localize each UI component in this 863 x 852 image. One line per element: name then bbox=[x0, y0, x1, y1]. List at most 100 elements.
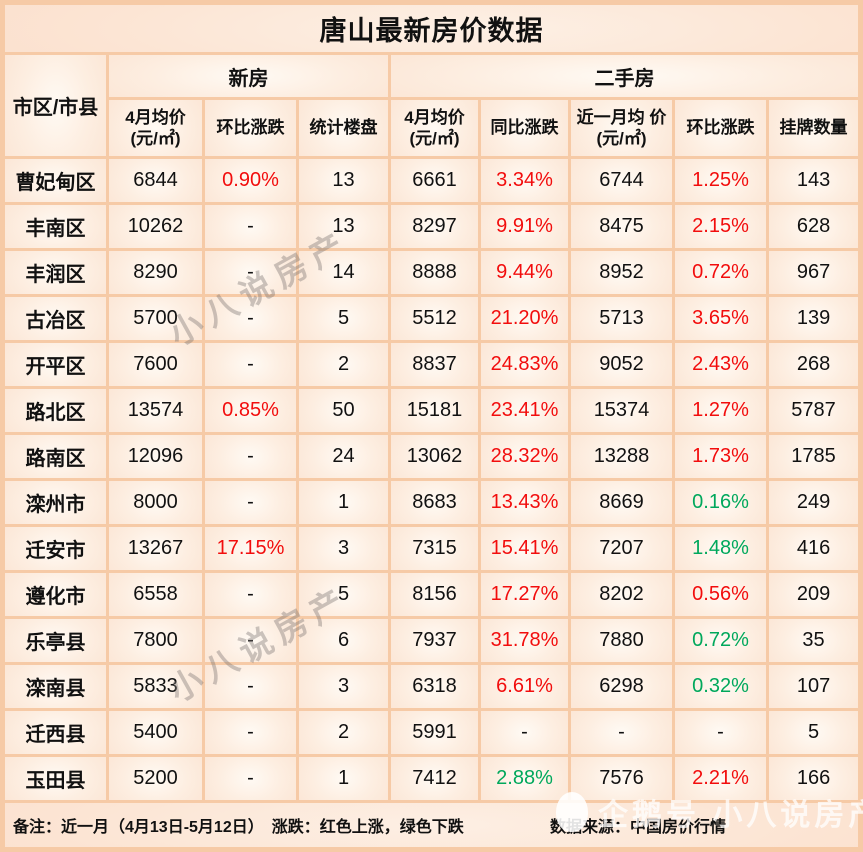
data-cell: 9.44% bbox=[481, 251, 568, 294]
data-cell: - bbox=[675, 711, 766, 754]
region-cell: 滦州市 bbox=[5, 481, 106, 524]
table-row: 滦州市 8000-1 8683 13.43% 8669 0.16% 249 bbox=[5, 481, 859, 524]
data-cell: 0.16% bbox=[675, 481, 766, 524]
data-cell: 0.90% bbox=[205, 159, 296, 202]
data-cell: - bbox=[205, 665, 296, 708]
data-cell: 31.78% bbox=[481, 619, 568, 662]
data-cell: 107 bbox=[769, 665, 859, 708]
table-row: 开平区 7600-2 8837 24.83% 9052 2.43% 268 bbox=[5, 343, 859, 386]
data-cell: 0.72% bbox=[675, 619, 766, 662]
data-cell: 0.85% bbox=[205, 389, 296, 432]
data-cell: - bbox=[205, 251, 296, 294]
data-cell: 17.15% bbox=[205, 527, 296, 570]
data-cell: 5 bbox=[769, 711, 859, 754]
data-cell: 23.41% bbox=[481, 389, 568, 432]
data-cell: 8952 bbox=[571, 251, 672, 294]
region-cell: 丰润区 bbox=[5, 251, 106, 294]
data-cell: 13574 bbox=[109, 389, 202, 432]
region-cell: 滦南县 bbox=[5, 665, 106, 708]
new-house-group-header: 新房 bbox=[109, 55, 388, 97]
footer-bar: 备注：近一月（4月13日-5月12日） 涨跌：红色上涨，绿色下跌 数据来源：中国… bbox=[5, 803, 859, 847]
col-header-yoy-change: 同比涨跌 bbox=[481, 100, 568, 156]
region-cell: 乐亭县 bbox=[5, 619, 106, 662]
data-cell: 7412 bbox=[391, 757, 478, 800]
data-cell: - bbox=[571, 711, 672, 754]
table-row: 滦南县 5833-3 6318 6.61% 6298 0.32% 107 bbox=[5, 665, 859, 708]
data-cell: 1.27% bbox=[675, 389, 766, 432]
data-cell: 2.88% bbox=[481, 757, 568, 800]
data-cell: 2.21% bbox=[675, 757, 766, 800]
data-cell: 1.73% bbox=[675, 435, 766, 478]
data-cell: 268 bbox=[769, 343, 859, 386]
data-cell: - bbox=[205, 711, 296, 754]
data-cell: 0.72% bbox=[675, 251, 766, 294]
col-header-last-month-price: 近一月均 价(元/㎡) bbox=[571, 100, 672, 156]
data-cell: 9052 bbox=[571, 343, 672, 386]
data-cell: 35 bbox=[769, 619, 859, 662]
data-cell: 2 bbox=[299, 711, 388, 754]
data-cell: 7600 bbox=[109, 343, 202, 386]
data-cell: 5 bbox=[299, 573, 388, 616]
footer-note: 备注：近一月（4月13日-5月12日） 涨跌：红色上涨，绿色下跌 bbox=[13, 819, 464, 836]
data-cell: 2 bbox=[299, 343, 388, 386]
region-cell: 古冶区 bbox=[5, 297, 106, 340]
data-cell: 5787 bbox=[769, 389, 859, 432]
data-cell: 8202 bbox=[571, 573, 672, 616]
data-cell: 8000 bbox=[109, 481, 202, 524]
data-cell: 3 bbox=[299, 527, 388, 570]
data-cell: 3 bbox=[299, 665, 388, 708]
table-row: 玉田县 5200-1 7412 2.88% 7576 2.21% 166 bbox=[5, 757, 859, 800]
region-cell: 路南区 bbox=[5, 435, 106, 478]
region-cell: 玉田县 bbox=[5, 757, 106, 800]
sub-header-row: 4月均价 (元/㎡) 环比涨跌 统计楼盘 4月均价 (元/㎡) 同比涨跌 近一月… bbox=[5, 100, 859, 156]
data-cell: 5991 bbox=[391, 711, 478, 754]
page-title: 唐山最新房价数据 bbox=[5, 5, 859, 52]
data-cell: 1.25% bbox=[675, 159, 766, 202]
data-cell: 5200 bbox=[109, 757, 202, 800]
data-cell: - bbox=[205, 205, 296, 248]
data-cell: 0.32% bbox=[675, 665, 766, 708]
data-cell: 5 bbox=[299, 297, 388, 340]
group-header-row: 市区/市县 新房 二手房 bbox=[5, 55, 859, 156]
data-cell: 13062 bbox=[391, 435, 478, 478]
data-cell: 5700 bbox=[109, 297, 202, 340]
col-header-used-avg-price: 4月均价 (元/㎡) bbox=[391, 100, 478, 156]
data-cell: 8156 bbox=[391, 573, 478, 616]
region-cell: 迁安市 bbox=[5, 527, 106, 570]
region-cell: 路北区 bbox=[5, 389, 106, 432]
data-cell: 143 bbox=[769, 159, 859, 202]
data-cell: 2.43% bbox=[675, 343, 766, 386]
data-cell: 628 bbox=[769, 205, 859, 248]
region-cell: 曹妃甸区 bbox=[5, 159, 106, 202]
region-cell: 遵化市 bbox=[5, 573, 106, 616]
data-cell: 7315 bbox=[391, 527, 478, 570]
data-cell: 8475 bbox=[571, 205, 672, 248]
col-header-used-mom-change: 环比涨跌 bbox=[675, 100, 766, 156]
data-cell: 1 bbox=[299, 481, 388, 524]
data-cell: - bbox=[205, 573, 296, 616]
data-cell: 166 bbox=[769, 757, 859, 800]
data-cell: - bbox=[205, 343, 296, 386]
data-cell: 8297 bbox=[391, 205, 478, 248]
footer-row: 备注：近一月（4月13日-5月12日） 涨跌：红色上涨，绿色下跌 数据来源：中国… bbox=[5, 803, 859, 847]
data-cell: 139 bbox=[769, 297, 859, 340]
data-cell: 3.34% bbox=[481, 159, 568, 202]
data-cell: 6744 bbox=[571, 159, 672, 202]
data-cell: 5833 bbox=[109, 665, 202, 708]
data-cell: 7880 bbox=[571, 619, 672, 662]
data-cell: 28.32% bbox=[481, 435, 568, 478]
region-column-header: 市区/市县 bbox=[5, 55, 106, 156]
region-cell: 开平区 bbox=[5, 343, 106, 386]
data-cell: - bbox=[205, 435, 296, 478]
data-cell: 15374 bbox=[571, 389, 672, 432]
data-cell: 13288 bbox=[571, 435, 672, 478]
data-cell: 249 bbox=[769, 481, 859, 524]
data-cell: 13 bbox=[299, 205, 388, 248]
used-house-group-header: 二手房 bbox=[391, 55, 859, 97]
data-cell: 7800 bbox=[109, 619, 202, 662]
data-cell: 50 bbox=[299, 389, 388, 432]
data-cell: 5512 bbox=[391, 297, 478, 340]
data-cell: - bbox=[205, 481, 296, 524]
data-cell: 24.83% bbox=[481, 343, 568, 386]
data-cell: 13.43% bbox=[481, 481, 568, 524]
